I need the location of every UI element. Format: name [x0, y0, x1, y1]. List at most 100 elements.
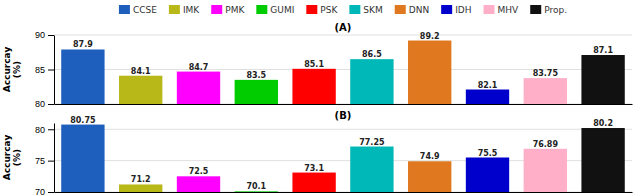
bar: [466, 90, 509, 104]
y-axis-title-line: Accurcay: [2, 135, 12, 181]
y-axis-title: Accurcay(%): [2, 47, 22, 93]
legend-swatch: [211, 5, 222, 14]
axis-line: [55, 192, 633, 193]
legend-item: GUMI: [256, 5, 294, 15]
legend-swatch: [441, 5, 452, 14]
bar: [408, 41, 451, 104]
bar: [581, 128, 624, 192]
bars: [61, 41, 625, 104]
tick-mark: [48, 70, 54, 71]
grid: [54, 35, 632, 104]
data-label: 84.7: [189, 63, 209, 72]
legend-item: Prop.: [530, 5, 567, 15]
x-axis: [55, 104, 633, 105]
legend-label: IDH: [455, 5, 471, 15]
axis-line: [54, 124, 55, 193]
legend-item: IDH: [441, 5, 471, 15]
axis-line: [55, 104, 633, 105]
bar: [61, 49, 104, 104]
legend-item: IMK: [169, 5, 200, 15]
grid-line: [54, 35, 632, 36]
data-label: 73.1: [304, 164, 324, 173]
data-label: 71.2: [131, 175, 151, 184]
bars: [61, 125, 625, 192]
legend-swatch: [530, 5, 541, 14]
tick: 70: [35, 187, 54, 196]
bar: [466, 158, 509, 193]
legend-item: SKM: [349, 5, 382, 15]
bar: [235, 80, 278, 104]
x-axis: [55, 192, 633, 193]
data-label: 80.2: [593, 119, 613, 128]
legend-swatch: [395, 5, 406, 14]
legend-label: GUMI: [270, 5, 294, 15]
data-label: 76.89: [533, 140, 559, 149]
legend-label: IMK: [183, 5, 200, 15]
data-label: 87.1: [593, 46, 613, 55]
legend-item: PSK: [306, 5, 338, 15]
legend-label: SKM: [363, 5, 382, 15]
tick: 80: [35, 125, 54, 135]
bar: [524, 149, 567, 192]
axis-line: [54, 36, 55, 105]
bar: [119, 76, 162, 104]
bar: [292, 173, 335, 192]
tick-mark: [48, 129, 54, 130]
legend-swatch: [306, 5, 317, 14]
grid-line: [54, 129, 632, 130]
grid: [54, 129, 632, 192]
data-label: 72.5: [189, 167, 209, 176]
legend-label: PMK: [225, 5, 245, 15]
legend: CCSE IMK PMK GUMI PSK SKM DNN IDH MHV Prop.: [119, 5, 567, 15]
data-label: 86.5: [362, 50, 382, 59]
tick: 90: [35, 30, 54, 40]
legend-swatch: [256, 5, 267, 14]
data-label: 70.1: [246, 182, 266, 191]
data-label: 80.75: [70, 116, 96, 125]
tick: 80: [35, 99, 54, 109]
data-label: 89.2: [420, 32, 440, 41]
data-label: 85.1: [304, 60, 324, 69]
bar: [524, 78, 567, 104]
data-label: 83.75: [533, 69, 559, 78]
legend-item: PMK: [211, 5, 245, 15]
legend-label: MHV: [498, 5, 520, 15]
chart: CCSE IMK PMK GUMI PSK SKM DNN IDH MHV Prop. 80 85 90…: [0, 0, 640, 196]
bar: [177, 72, 220, 104]
legend-item: CCSE: [119, 5, 157, 15]
data-label: 74.9: [420, 152, 440, 161]
tick-mark: [48, 35, 54, 36]
title: (A): [335, 22, 352, 33]
y-axis-title: Accurcay(%): [2, 135, 22, 181]
bar: [350, 59, 393, 104]
legend-item: DNN: [395, 5, 429, 15]
bar: [408, 161, 451, 192]
data-label: 75.5: [478, 149, 498, 158]
data-label: 83.5: [246, 71, 266, 80]
y-axis-title-line: (%): [12, 61, 22, 78]
tick-label: 80: [35, 125, 45, 135]
title: (B): [335, 110, 352, 121]
y-axis-title-line: (%): [12, 149, 22, 166]
tick-mark: [48, 104, 54, 105]
tick-label: 85: [35, 65, 45, 75]
data-labels: 80.75 71.2 72.5 70.1 73.1 77.25 74.9 75.5 76.89 8…: [70, 116, 613, 192]
data-labels: 87.984.184.783.585.186.589.282.183.7587.…: [73, 32, 613, 90]
panel: 808590(A)Accurcay(%)87.984.184.783.585.1…: [2, 22, 632, 109]
bar: [350, 147, 393, 192]
data-label: 82.1: [478, 81, 498, 90]
legend-label: PSK: [320, 5, 338, 15]
data-label: 77.25: [359, 138, 385, 147]
tick-label: 80: [35, 99, 45, 109]
bar: [581, 55, 624, 104]
legend-swatch: [349, 5, 360, 14]
legend-label: DNN: [409, 5, 429, 15]
tick-label: 70: [35, 187, 45, 196]
tick-label: 90: [35, 30, 45, 40]
bar: [61, 125, 104, 192]
legend-label: Prop.: [544, 5, 567, 15]
legend-swatch: [169, 5, 180, 14]
y-axis: 707580: [35, 124, 55, 196]
data-label: 87.9: [73, 40, 93, 49]
y-axis-title-line: Accurcay: [2, 47, 12, 93]
